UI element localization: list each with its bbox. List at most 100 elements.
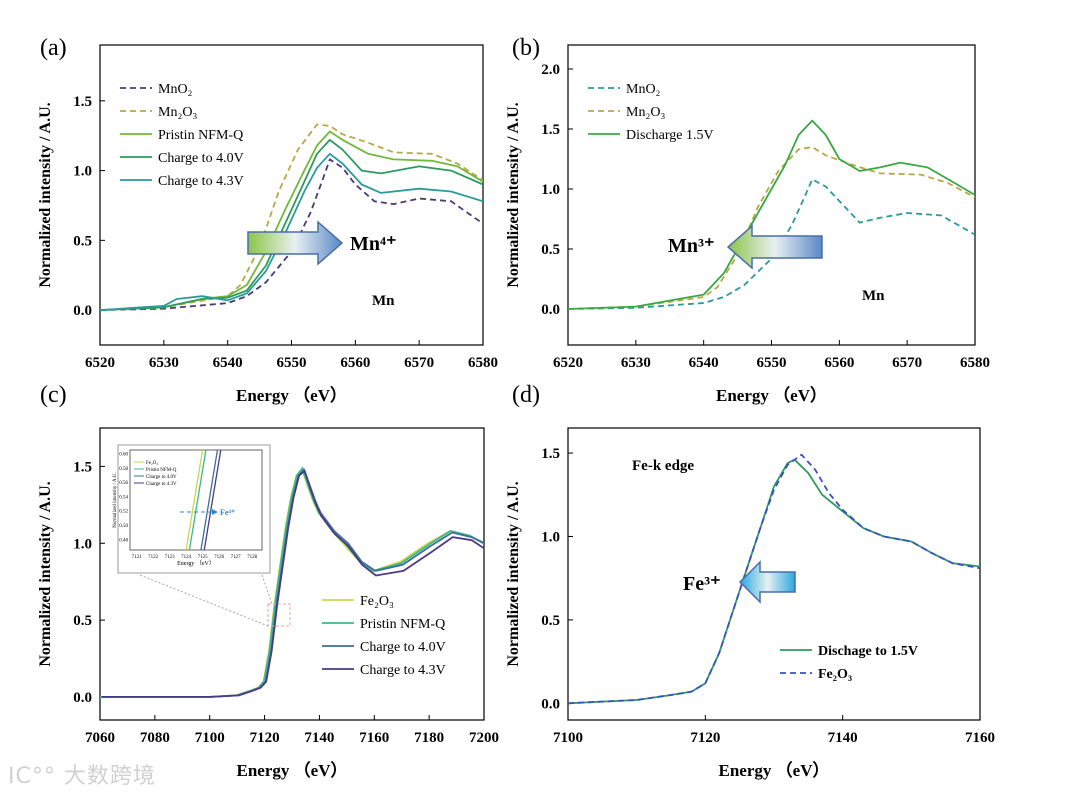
x-tick-label: 6540 xyxy=(689,355,719,371)
panel-d: (d) 7100 7120 7140 7160 0.0 0.5 1.0 1.5 Energy （e… xyxy=(505,382,995,780)
y-tick-label: 1.5 xyxy=(541,446,560,462)
x-tick-label: 6580 xyxy=(960,355,990,371)
y-tick-label: 0.5 xyxy=(541,613,560,629)
inset-x-tick-label: 7122 xyxy=(148,555,159,560)
inset-legend-label: Charge to 4.0V xyxy=(146,475,177,480)
y-tick-label: 0.0 xyxy=(541,302,560,318)
legend-label: Charge to 4.3V xyxy=(158,174,244,189)
panel-label: (c) xyxy=(40,382,67,408)
legend-label: Mn₂O₃ xyxy=(158,105,197,120)
inset-x-tick-label: 7128 xyxy=(247,555,258,560)
plot-frame xyxy=(567,427,981,721)
inset-legend-label: Fe₂O₃ xyxy=(146,461,158,466)
legend-label: Dischage to 1.5V xyxy=(818,644,918,659)
y-tick-label: 1.5 xyxy=(541,122,560,138)
panel-b: (b) 6520 6530 6540 6550 6560 6570 6580 0.0 0.5 1.0… xyxy=(505,35,990,405)
series-group xyxy=(568,119,975,310)
y-tick-label: 0.0 xyxy=(73,690,92,706)
series-line xyxy=(568,178,975,310)
y-tick-label: 0.5 xyxy=(73,613,92,629)
inset-arrowhead-icon xyxy=(212,509,218,515)
inset-x-tick-label: 7123 xyxy=(165,555,176,560)
inset-y-tick-label: 0.50 xyxy=(119,524,128,529)
shift-arrow-icon xyxy=(726,224,823,270)
inset-x-tick-label: 7127 xyxy=(231,555,242,560)
panel-label: (b) xyxy=(512,35,540,61)
legend-label: Fe₂O₃ xyxy=(818,667,852,682)
y-tick-label: 1.0 xyxy=(73,164,92,180)
inset-x-tick-label: 7124 xyxy=(181,555,192,560)
x-tick-label: 7100 xyxy=(195,730,225,746)
zoom-connector xyxy=(139,574,269,627)
inset-y-tick-label: 0.54 xyxy=(119,495,128,500)
inset-plot-frame xyxy=(129,449,263,551)
inset-y-label: Normalized intensity / A.U. xyxy=(113,472,118,527)
panel-label: (a) xyxy=(40,35,67,61)
x-axis-label: Energy （eV） xyxy=(237,760,348,780)
series-group xyxy=(100,467,484,698)
inset-annotation: Fe⁴⁺ xyxy=(220,508,235,517)
legend-label: Charge to 4.3V xyxy=(360,663,446,678)
inset-y-tick-label: 0.52 xyxy=(119,510,128,515)
legend-label: Pristin NFM-Q xyxy=(158,128,243,143)
x-tick-label: 7060 xyxy=(85,730,115,746)
x-tick-label: 7120 xyxy=(250,730,280,746)
inset-legend-label: Charge to 4.3V xyxy=(146,482,177,487)
inset-frame xyxy=(117,444,271,574)
series-group xyxy=(100,123,483,311)
y-tick-label: 0.0 xyxy=(541,696,560,712)
x-axis-label: Energy （eV） xyxy=(236,385,347,405)
inset: 7121 7122 7123 7124 7125 7126 7127 7128 0.48 0.50… xyxy=(113,444,291,627)
y-tick-label: 0.5 xyxy=(73,233,92,249)
x-tick-label: 7200 xyxy=(469,730,499,746)
y-tick-label: 1.5 xyxy=(73,94,92,110)
series-line xyxy=(568,146,975,310)
x-tick-label: 7140 xyxy=(304,730,334,746)
x-tick-label: 6580 xyxy=(468,355,498,371)
inset-x-label: Energy （eV） xyxy=(177,560,215,567)
legend-label: Charge to 4.0V xyxy=(158,151,244,166)
zoom-connector xyxy=(261,574,273,605)
legend-label: Pristin NFM-Q xyxy=(360,617,445,632)
y-axis-label: Normalized intensity / A.U. xyxy=(505,102,522,287)
legend-label: Mn₂O₃ xyxy=(626,105,665,120)
inset-x-tick-label: 7125 xyxy=(198,555,209,560)
x-tick-label: 6550 xyxy=(757,355,787,371)
annotation-label: Mn xyxy=(372,293,395,309)
inset-series-line xyxy=(188,449,207,551)
x-axis-label: Energy （eV） xyxy=(716,385,827,405)
shift-annotation: Mn⁴⁺ xyxy=(350,233,397,255)
x-tick-label: 6530 xyxy=(149,355,179,371)
x-axis-label: Energy （eV） xyxy=(719,760,830,780)
y-axis-label: Normalized intensity / A.U. xyxy=(37,102,54,287)
x-tick-label: 6570 xyxy=(404,355,434,371)
y-tick-label: 2.0 xyxy=(541,62,560,78)
legend-label: MnO₂ xyxy=(626,82,661,97)
x-tick-label: 6550 xyxy=(277,355,307,371)
x-tick-label: 6520 xyxy=(553,355,583,371)
panel-label: (d) xyxy=(512,382,540,408)
inset-series-line xyxy=(185,449,204,551)
shift-annotation: Fe³⁺ xyxy=(683,573,721,595)
x-tick-label: 6560 xyxy=(340,355,370,371)
panel-c: (c) 7060 7080 7100 7120 7140 7160 7180 7200 0.0 0.… xyxy=(37,382,499,780)
x-tick-label: 6570 xyxy=(892,355,922,371)
inset-y-tick-label: 0.58 xyxy=(119,467,128,472)
panel-a: (a) 6520 6530 6540 6550 6560 6570 6580 0.0 0.5 1.0… xyxy=(37,35,498,405)
series-group xyxy=(568,453,980,705)
y-tick-label: 1.0 xyxy=(541,182,560,198)
watermark-logo: IC°° 大数跨境 xyxy=(8,764,156,789)
y-axis-label: Normalized intensity / A.U. xyxy=(505,481,522,666)
inset-series-line xyxy=(200,449,219,551)
x-tick-label: 6540 xyxy=(213,355,243,371)
plot-frame xyxy=(99,427,485,721)
x-tick-label: 6560 xyxy=(824,355,854,371)
x-tick-label: 7120 xyxy=(690,730,720,746)
inset-x-tick-label: 7126 xyxy=(214,555,225,560)
series-line xyxy=(101,470,484,698)
y-tick-label: 0.5 xyxy=(541,242,560,258)
inset-series-line xyxy=(203,449,222,551)
y-tick-label: 1.0 xyxy=(73,536,92,552)
series-line xyxy=(100,158,483,311)
